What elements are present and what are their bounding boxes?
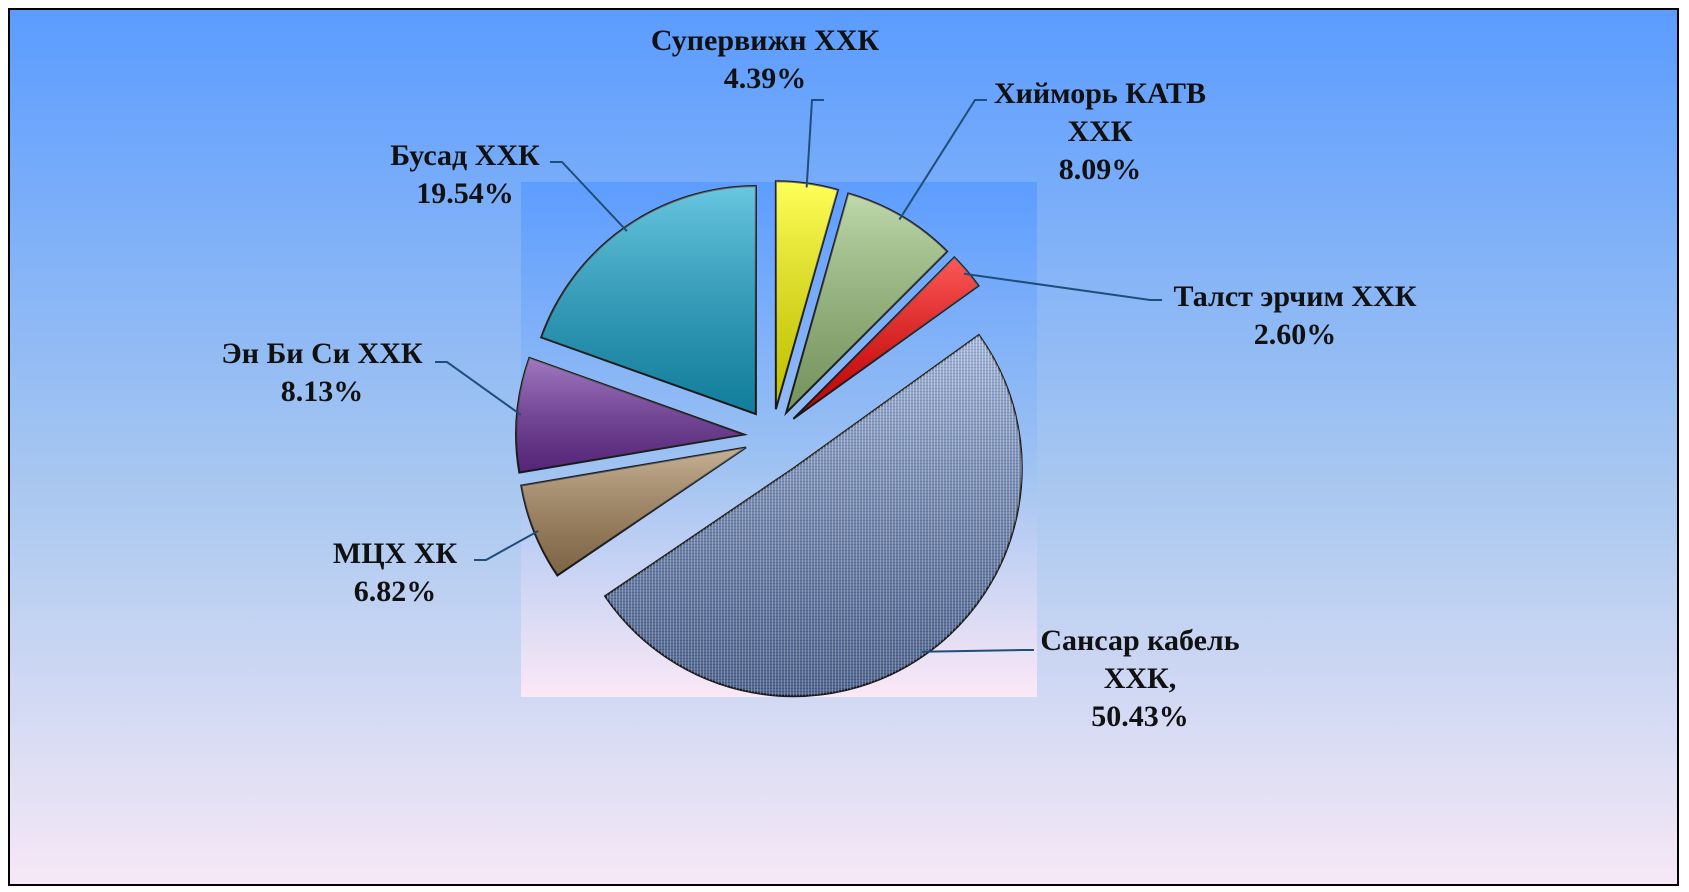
slice-shade <box>786 193 948 413</box>
slice-name: Супервижн ХХК <box>650 24 880 57</box>
slice-value: 50.43% <box>1091 700 1189 733</box>
slice-name: Сансар кабель ХХК, <box>1040 624 1240 695</box>
slice-value: 2.60% <box>1253 318 1337 351</box>
data-label: Супервижн ХХК 4.39% <box>605 22 925 98</box>
slice-shade <box>605 335 1022 697</box>
data-label: Талст эрчим ХХК 2.60% <box>1135 278 1455 354</box>
slice-value: 6.82% <box>353 575 437 608</box>
data-label: МЦХ ХК 6.82% <box>295 535 495 611</box>
slice-shade <box>541 186 756 415</box>
slice-name: Эн Би Си ХХК <box>221 337 423 370</box>
slice-value: 8.13% <box>280 375 364 408</box>
data-label: Эн Би Си ХХК 8.13% <box>182 335 462 411</box>
slice-name: Бусад ХХК <box>390 139 540 172</box>
leader-line <box>550 161 628 232</box>
slice-name: Хийморь КАТВ ХХК <box>993 77 1207 148</box>
leader-line <box>898 99 987 221</box>
data-label: Бусад ХХК 19.54% <box>345 137 585 213</box>
leader-line <box>805 99 824 188</box>
leader-line <box>963 272 1162 301</box>
slice-value: 4.39% <box>723 62 807 95</box>
slice-name: МЦХ ХК <box>332 537 458 570</box>
slice-value: 19.54% <box>416 177 514 210</box>
slice-shade <box>521 447 747 576</box>
data-label: Хийморь КАТВ ХХК 8.09% <box>965 75 1235 189</box>
slice-shade <box>793 257 979 419</box>
leader-line <box>922 649 1034 653</box>
leader-line <box>474 530 539 561</box>
data-label: Сансар кабель ХХК, 50.43% <box>1010 622 1270 736</box>
slice-shade <box>775 181 838 410</box>
slice-name: Талст эрчим ХХК <box>1173 280 1417 313</box>
slice-value: 8.09% <box>1058 153 1142 186</box>
slice-shade <box>516 357 745 473</box>
leader-line <box>435 361 522 416</box>
